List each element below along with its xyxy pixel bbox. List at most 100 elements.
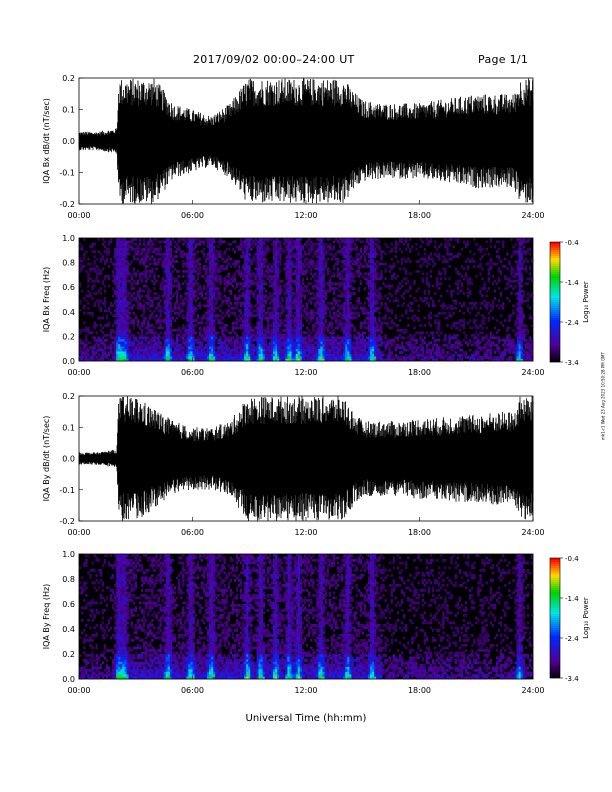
spectrogram-cell <box>258 297 261 300</box>
spectrogram-cell <box>330 346 334 349</box>
spectrogram-cell <box>246 287 249 290</box>
spectrogram-cell <box>345 299 348 303</box>
spectrogram-cell <box>312 336 315 340</box>
spectrogram-cell <box>336 274 340 278</box>
spectrogram-cell <box>188 262 191 266</box>
spectrogram-cell <box>233 297 237 300</box>
spectrogram-cell <box>349 353 352 357</box>
spectrogram-cell <box>198 338 202 342</box>
spectrogram-cell <box>246 329 249 332</box>
spectrogram-cell <box>351 343 354 347</box>
spectrogram-cell <box>239 311 243 315</box>
spectrogram-cell <box>308 346 311 349</box>
spectrogram-cell <box>149 314 152 318</box>
spectrogram-cell <box>363 343 367 347</box>
spectrogram-cell <box>355 338 358 342</box>
spectrogram-cell <box>219 321 222 325</box>
spectrogram-cell <box>153 262 156 266</box>
spectrogram-cell <box>312 316 315 320</box>
spectrogram-cell <box>97 338 100 342</box>
spectrogram-cell <box>145 358 148 362</box>
spectrogram-cell <box>258 316 261 320</box>
spectrogram-cell <box>142 274 146 278</box>
spectrogram-cell <box>258 353 261 357</box>
spectrogram-cell <box>211 250 214 254</box>
spectrogram-cell <box>318 338 321 342</box>
spectrogram-cell <box>409 341 412 345</box>
spectrogram-cell <box>303 242 307 246</box>
spectrogram-cell <box>250 311 253 315</box>
spectrogram-cell <box>107 277 111 281</box>
spectrogram-cell <box>281 356 284 359</box>
spectrogram-cell <box>324 292 327 295</box>
spectrogram-cell <box>213 346 216 349</box>
spectrogram-cell <box>93 346 96 349</box>
spectrogram-cell <box>114 289 117 293</box>
spectrogram-cell <box>217 319 220 322</box>
spectrogram-cell <box>87 279 90 283</box>
spectrogram-cell <box>365 247 369 251</box>
spectrogram-cell <box>206 329 210 332</box>
spectrogram-cell <box>124 309 127 313</box>
spectrogram-cell <box>367 240 371 244</box>
spectrogram-cell <box>254 353 257 357</box>
spectrogram-cell <box>374 319 377 322</box>
spectrogram-cell <box>355 238 358 241</box>
spectrogram-cell <box>225 309 228 313</box>
spectrogram-cell <box>97 301 100 305</box>
spectrogram-cell <box>264 245 268 249</box>
spectrogram-cell <box>138 358 142 362</box>
spectrogram-cell <box>266 356 270 359</box>
spectrogram-cell <box>186 358 189 362</box>
spectrogram-cell <box>310 301 313 305</box>
spectrogram-cell <box>328 247 332 251</box>
spectrogram-cell <box>248 321 251 325</box>
spectrogram-cell <box>272 245 276 249</box>
spectrogram-cell <box>256 299 259 303</box>
spectrogram-cell <box>310 341 313 345</box>
spectrogram-cell <box>114 319 117 322</box>
spectrogram-cell <box>182 358 185 362</box>
spectrogram-cell <box>297 250 301 254</box>
spectrogram-cell <box>343 314 346 318</box>
spectrogram-cell <box>279 287 282 290</box>
spectrogram-cell <box>301 314 305 318</box>
spectrogram-cell <box>283 284 286 288</box>
spectrogram-cell <box>351 247 354 251</box>
spectrogram-cell <box>126 299 129 303</box>
spectrogram-cell <box>192 238 195 241</box>
spectrogram-cell <box>334 319 338 322</box>
spectrogram-cell <box>374 353 377 357</box>
spectrogram-cell <box>272 306 276 310</box>
spectrogram-cell <box>378 348 381 352</box>
spectrogram-cell <box>376 294 379 298</box>
spectrogram-cell <box>190 336 193 340</box>
spectrogram-cell <box>347 284 350 288</box>
spectrogram-cell <box>79 351 82 354</box>
spectrogram-cell <box>120 341 123 345</box>
spectrogram-cell <box>328 314 332 318</box>
spectrogram-cell <box>128 331 131 335</box>
spectrogram-cell <box>190 353 193 357</box>
spectrogram-cell <box>279 343 282 347</box>
spectrogram-cell <box>167 321 171 325</box>
spectrogram-cell <box>153 336 156 340</box>
spectrogram-cell <box>169 341 173 345</box>
spectrogram-cell <box>246 247 249 251</box>
spectrogram-cell <box>291 356 294 359</box>
spectrogram-cell <box>99 252 102 256</box>
spectrogram-cell <box>388 265 391 268</box>
spectrogram-cell <box>369 242 373 246</box>
spectrogram-cell <box>355 252 358 256</box>
spectrogram-cell <box>217 274 220 278</box>
spectrogram-cell <box>334 316 338 320</box>
spectrogram-cell <box>124 255 127 258</box>
spectrogram-cell <box>293 353 296 357</box>
spectrogram-cell <box>310 247 313 251</box>
spectrogram-cell <box>244 247 247 251</box>
spectrogram-cell <box>126 269 129 273</box>
spectrogram-cell <box>138 274 142 278</box>
spectrogram-cell <box>400 238 404 241</box>
spectrogram-cell <box>258 336 261 340</box>
spectrogram-cell <box>209 316 212 320</box>
